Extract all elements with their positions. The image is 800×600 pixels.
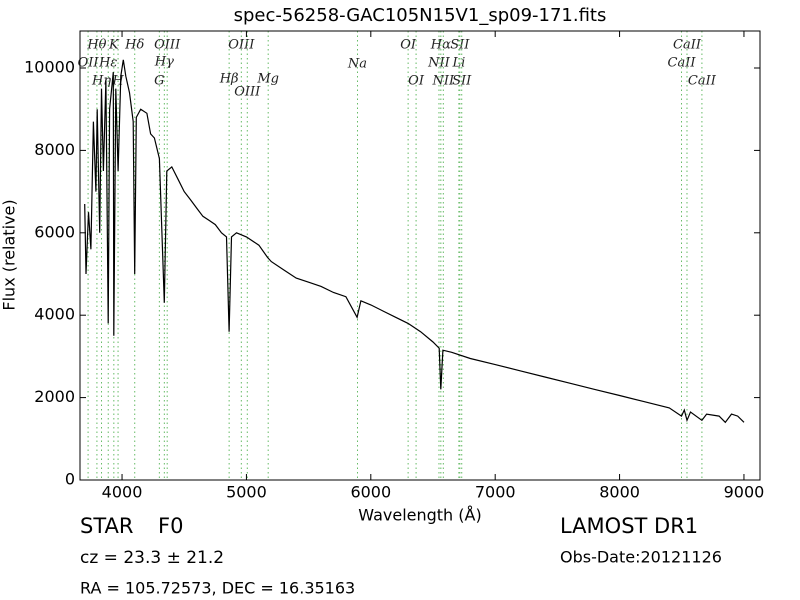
line-marker-label: NII bbox=[431, 74, 455, 89]
chart-title: spec-56258-GAC105N15V1_sp09-171.fits bbox=[234, 5, 607, 26]
x-tick-label: 7000 bbox=[475, 483, 516, 502]
y-tick-label: 4000 bbox=[34, 305, 75, 324]
line-marker-label: Mg bbox=[256, 72, 279, 87]
line-marker-label: OIII bbox=[154, 38, 181, 53]
y-tick-label: 8000 bbox=[34, 140, 75, 159]
x-tick-label: 6000 bbox=[350, 483, 391, 502]
line-marker-label: SII bbox=[452, 74, 472, 89]
line-marker-label: G bbox=[154, 74, 164, 89]
y-tick-label: 0 bbox=[65, 470, 75, 489]
x-axis-label: Wavelength (Å) bbox=[358, 506, 481, 525]
x-tick-label: 8000 bbox=[599, 483, 640, 502]
line-marker-label: K bbox=[108, 38, 120, 53]
object-subclass: F0 bbox=[158, 514, 183, 538]
coordinates: RA = 105.72573, DEC = 16.35163 bbox=[80, 579, 355, 598]
y-tick-label: 2000 bbox=[34, 387, 75, 406]
object-class: STAR bbox=[80, 514, 133, 538]
y-tick-label: 10000 bbox=[24, 57, 75, 76]
redshift: cz = 23.3 ± 21.2 bbox=[80, 548, 224, 568]
line-marker-label: Hε bbox=[98, 56, 117, 71]
line-marker-label: CaII bbox=[668, 56, 697, 71]
plot-frame bbox=[79, 30, 761, 481]
line-marker-label: Hδ bbox=[124, 38, 144, 53]
line-marker-label: Na bbox=[347, 57, 367, 72]
x-tick-label: 9000 bbox=[724, 483, 765, 502]
spectrum-line bbox=[84, 59, 745, 424]
obs-date: Obs-Date:20121126 bbox=[560, 548, 722, 567]
line-marker-label: OI bbox=[408, 74, 425, 89]
line-marker-label: Hα bbox=[430, 38, 451, 53]
line-marker-label: CaII bbox=[688, 74, 717, 89]
line-marker-label: NII bbox=[427, 56, 451, 71]
x-tick-label: 5000 bbox=[226, 483, 267, 502]
line-marker-label: Hβ bbox=[219, 72, 239, 87]
line-marker-label: OIII bbox=[234, 85, 261, 100]
line-marker-label: Hγ bbox=[154, 55, 174, 70]
y-tick-label: 6000 bbox=[34, 222, 75, 241]
line-marker-label: SII bbox=[450, 38, 470, 53]
x-tick-label: 4000 bbox=[102, 483, 143, 502]
y-axis-label: Flux (relative) bbox=[0, 199, 19, 310]
line-marker-label: Hθ bbox=[86, 38, 106, 53]
line-marker-label: Li bbox=[451, 56, 465, 71]
line-marker-label: OII bbox=[78, 56, 100, 71]
line-marker-label: OIII bbox=[228, 38, 255, 53]
line-marker-label: OI bbox=[400, 38, 417, 53]
survey: LAMOST DR1 bbox=[560, 514, 698, 538]
line-marker-label: CaII bbox=[673, 38, 702, 53]
